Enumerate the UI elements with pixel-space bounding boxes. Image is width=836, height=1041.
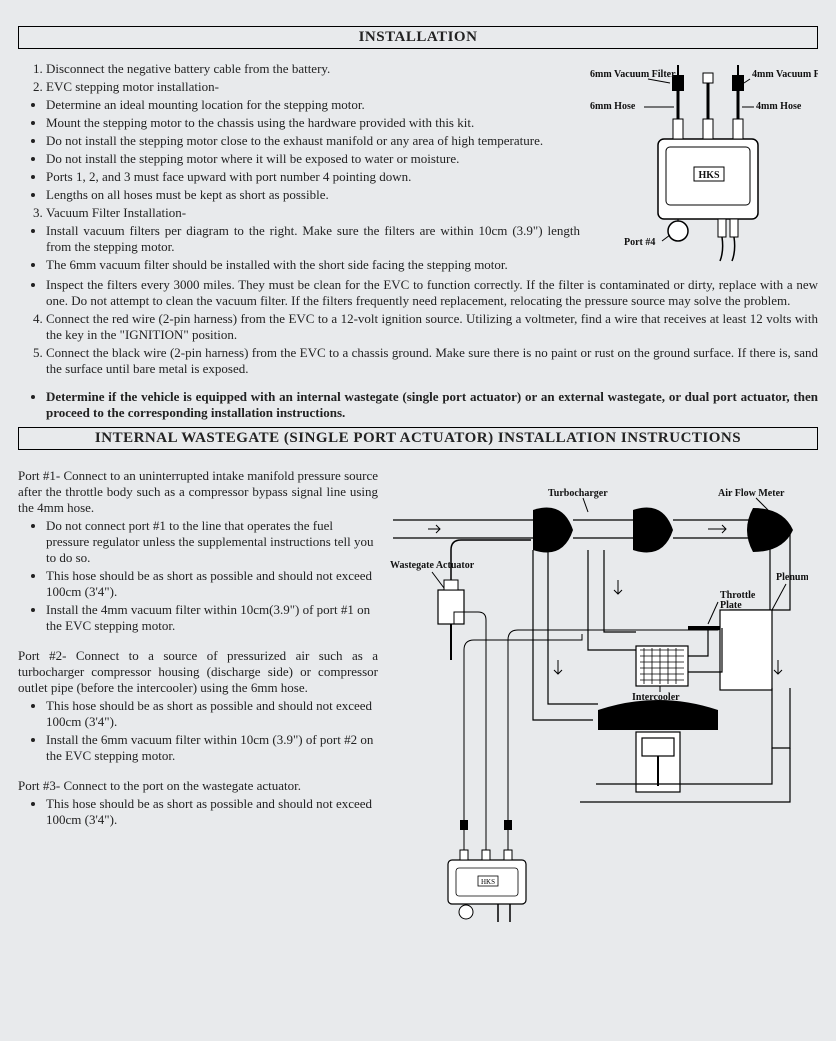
internal-wastegate-row: Port #1- Connect to an uninterrupted int… xyxy=(18,460,818,934)
install-step2-bullet-6: Lengths on all hoses must be kept as sho… xyxy=(46,187,580,203)
install-step3-bullet-3: Inspect the filters every 3000 miles. Th… xyxy=(46,277,818,309)
system-diagram: HKS xyxy=(388,460,818,934)
install-step-1: Disconnect the negative battery cable fr… xyxy=(46,61,580,77)
port2-lead: Port #2- Connect to a source of pressuri… xyxy=(18,648,378,696)
label-4mm-vacuum-filter: 4mm Vacuum Filter xyxy=(752,69,818,80)
label-port-4: Port #4 xyxy=(624,237,655,248)
label-throttle-plate: ThrottlePlate xyxy=(720,590,756,611)
hks-label: HKS xyxy=(698,170,720,181)
section-header-installation: INSTALLATION xyxy=(18,26,818,49)
internal-wastegate-text: Port #1- Connect to an uninterrupted int… xyxy=(18,460,378,830)
install-step2-bullet-1: Determine an ideal mounting location for… xyxy=(46,97,580,113)
system-diagram-svg: HKS xyxy=(388,460,808,930)
port3-bullet-1: This hose should be as short as possible… xyxy=(46,796,378,828)
label-4mm-hose: 4mm Hose xyxy=(756,101,802,112)
port2-bullet-1: This hose should be as short as possible… xyxy=(46,698,378,730)
port1-bullet-1: Do not connect port #1 to the line that … xyxy=(46,518,378,566)
port3-lead: Port #3- Connect to the port on the wast… xyxy=(18,778,378,794)
install-step2-bullet-2: Mount the stepping motor to the chassis … xyxy=(46,115,580,131)
install-step2-bullet-4: Do not install the stepping motor where … xyxy=(46,151,580,167)
port1-bullet-2: This hose should be as short as possible… xyxy=(46,568,378,600)
label-intercooler: Intercooler xyxy=(632,692,680,703)
section-header-internal-wastegate: INTERNAL WASTEGATE (SINGLE PORT ACTUATOR… xyxy=(18,427,818,450)
label-6mm-hose: 6mm Hose xyxy=(590,101,636,112)
install-step2-bullet-3: Do not install the stepping motor close … xyxy=(46,133,580,149)
label-plenum: Plenum xyxy=(776,572,808,583)
install-step-5: Connect the black wire (2-pin harness) f… xyxy=(46,345,818,377)
installation-text-upper: Disconnect the negative battery cable fr… xyxy=(18,59,580,275)
port1-bullet-3: Install the 4mm vacuum filter within 10c… xyxy=(46,602,378,634)
port2-bullet-2: Install the 6mm vacuum filter within 10c… xyxy=(46,732,378,764)
install-step-4: Connect the red wire (2-pin harness) fro… xyxy=(46,311,818,343)
label-6mm-vacuum-filter: 6mm Vacuum Filter xyxy=(590,69,676,80)
install-step-3: Vacuum Filter Installation- xyxy=(46,205,580,221)
stepping-motor-svg: HKS 6mm Vacuum Filter xyxy=(588,59,818,269)
port1-lead: Port #1- Connect to an uninterrupted int… xyxy=(18,468,378,516)
installation-top-row: Disconnect the negative battery cable fr… xyxy=(18,59,818,275)
label-wastegate-actuator: Wastegate Actuator xyxy=(390,560,475,571)
label-air-flow-meter: Air Flow Meter xyxy=(718,488,785,499)
stepping-motor-diagram: HKS 6mm Vacuum Filter xyxy=(588,59,818,273)
install-step2-bullet-5: Ports 1, 2, and 3 must face upward with … xyxy=(46,169,580,185)
label-turbocharger: Turbocharger xyxy=(548,488,608,499)
evc-hks-label: HKS xyxy=(481,878,495,886)
install-step3-bullet-1: Install vacuum filters per diagram to th… xyxy=(46,223,580,255)
install-determine-wastegate: Determine if the vehicle is equipped wit… xyxy=(46,389,818,421)
install-step3-bullet-2: The 6mm vacuum filter should be installe… xyxy=(46,257,580,273)
install-step-2: EVC stepping motor installation- xyxy=(46,79,580,95)
